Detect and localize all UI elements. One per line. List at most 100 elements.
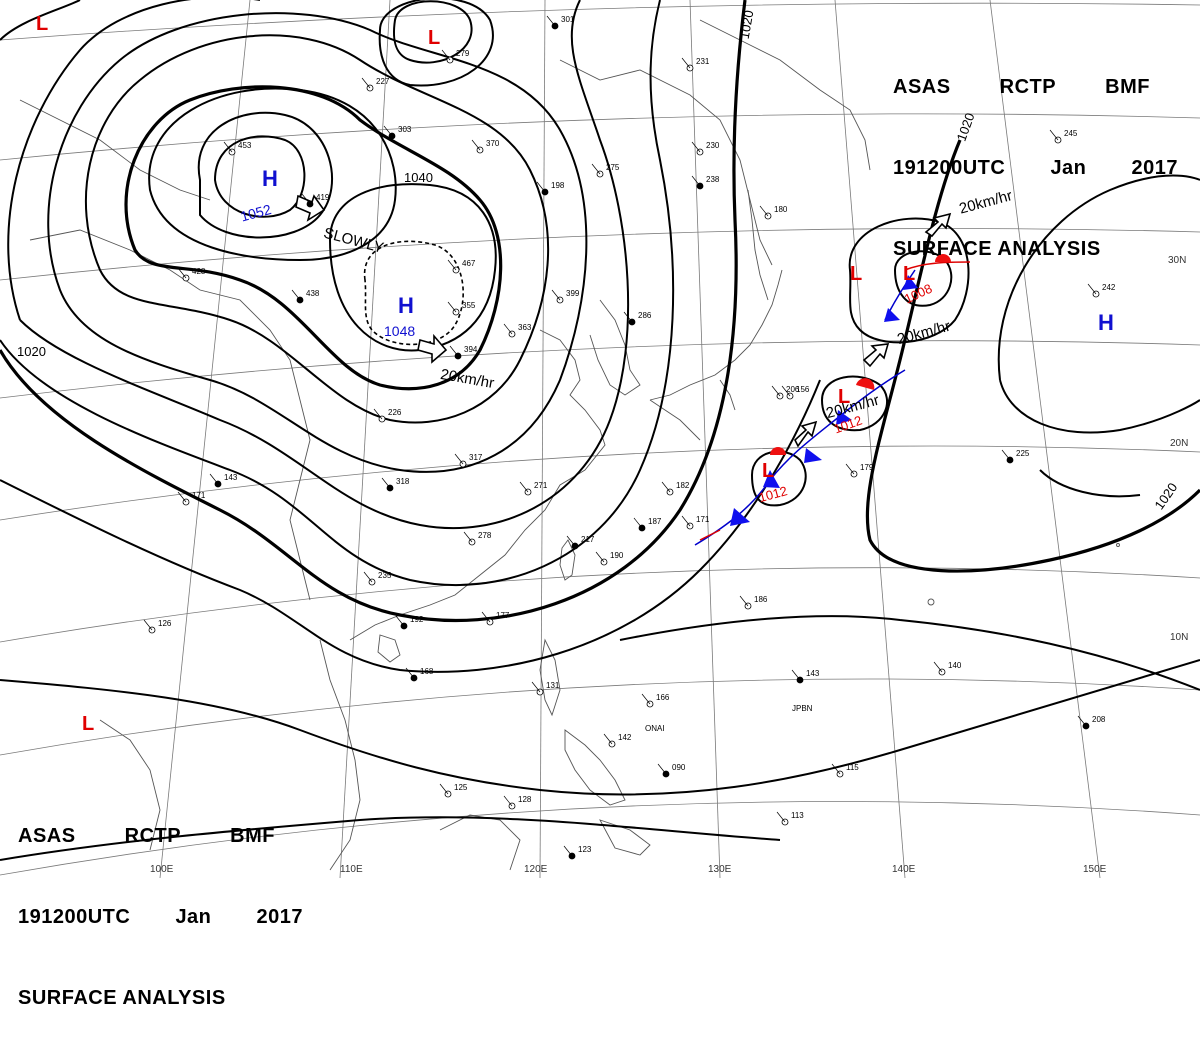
wind-barb-icon [519,481,529,493]
wind-barb-icon [1001,449,1011,461]
station-pressure: 179 [860,463,874,472]
station-plot: 303 [383,125,412,140]
wind-barb-icon [447,301,457,313]
station-plot: 206 [771,385,800,400]
wind-barb-icon [439,783,449,795]
station-plot: 128 [503,795,532,810]
high-pressure-symbol: H [398,293,414,318]
station-pressure: 217 [581,535,595,544]
station-pressure: 225 [1016,449,1030,458]
wind-barb-icon [739,595,749,607]
station-plot: 363 [503,323,532,338]
wind-barb-icon [771,385,781,397]
station-pressure: 453 [238,141,252,150]
station-plots: 301 279 227 303 370 231 198 275 230 238 180 245 419 4… [143,15,1116,860]
high-pressure-symbol: H [262,166,278,191]
wind-barb-icon [471,139,481,151]
header-station: RCTP [124,825,182,847]
station-plot: 438 [291,289,320,304]
wind-barb-icon [563,845,573,857]
high-pressure-value: 1048 [384,323,415,339]
station-pressure: 171 [192,491,206,500]
header-station: RCTP [999,76,1057,98]
wind-barb-icon [463,531,473,543]
station-pressure: 318 [396,477,410,486]
wind-barb-icon [551,289,561,301]
station-plot: 131 [531,681,560,696]
arrow-shape [924,212,952,238]
arrow-shape [417,333,448,364]
station-pressure: 166 [656,693,670,702]
station-plot: 286 [623,311,652,326]
station-pressure: 438 [306,289,320,298]
wind-barb-icon [623,311,633,323]
wind-barb-icon [566,535,576,547]
station-pressure: 428 [192,267,206,276]
header-line-1: ASAS RCTP BMF [18,823,275,850]
wind-barb-icon [845,463,855,475]
station-plot: 271 [519,481,548,496]
header-line-1: ASAS RCTP BMF [893,74,1150,101]
arrow-shape [862,343,890,368]
station-pressure: 113 [791,811,804,820]
wind-barb-icon [373,408,383,420]
station-pressure: 363 [518,323,532,332]
station-plot: 126 [143,619,172,634]
station-pressure: 271 [534,481,548,490]
wind-barb-icon [1087,283,1097,295]
station-pressure: 198 [551,181,565,190]
station-plot: 453 [223,141,252,156]
high-pressure-symbol: H [1098,310,1114,335]
station-pressure: 190 [610,551,624,560]
header-product: ASAS [893,76,951,98]
station-pressure: 206 [786,385,800,394]
station-plot: 180 [759,205,788,220]
header-product: ASAS [18,825,76,847]
wind-barb-icon [503,795,513,807]
wind-barb-icon [536,181,546,193]
station-plot: 171 [177,491,206,506]
station-plot: 142 [603,733,632,748]
station-plot: 190 [595,551,624,566]
isobar-label: 1020 [737,9,757,40]
wind-barb-icon [441,49,451,61]
lon-label-150e: 150E [1083,864,1107,875]
arrow-shape [295,194,326,222]
station-plot: 187 [633,517,662,532]
station-plot: 198 [536,181,565,196]
station-pressure: 230 [706,141,720,150]
station-pressure: 180 [774,205,788,214]
station-pressure: 177 [496,611,510,620]
isobar-label: 1020 [17,344,46,359]
station-plot: 226 [373,408,402,423]
wind-barb-icon [395,615,405,627]
station-plot: 192 [395,615,424,630]
header-month: Jan [175,906,212,928]
station-pressure: 182 [676,481,690,490]
header-line-2: 191200UTC Jan 2017 [18,904,303,931]
wind-barb-icon [791,669,801,681]
station-plot: 208 [1077,715,1106,730]
wind-barb-icon [531,681,541,693]
isobar-label: 1040 [404,170,433,185]
station-plot: 279 [441,49,470,64]
wind-barb-icon [681,57,691,69]
dashed-isobar [363,240,464,346]
station-pressure: 186 [754,595,768,604]
low-pressure-symbol: L [850,263,862,285]
wind-barb-icon [209,473,219,485]
wind-barb-icon [447,259,457,271]
station-plot: 301 [546,15,575,30]
wind-barb-icon [657,763,667,775]
station-plot: 242 [1087,283,1116,298]
wind-barb-icon [546,15,556,27]
station-plot: 168 [405,667,434,682]
low-pressure-symbol: L [903,263,915,285]
low-pressure-symbol: L [762,460,774,482]
station-id: JPBN [792,704,813,713]
wind-barb-icon [591,163,601,175]
station-pressure: 279 [456,49,470,58]
low-pressure-symbol: L [82,713,94,735]
station-plot: 113 [776,811,804,826]
station-plot: 156 [781,385,810,400]
